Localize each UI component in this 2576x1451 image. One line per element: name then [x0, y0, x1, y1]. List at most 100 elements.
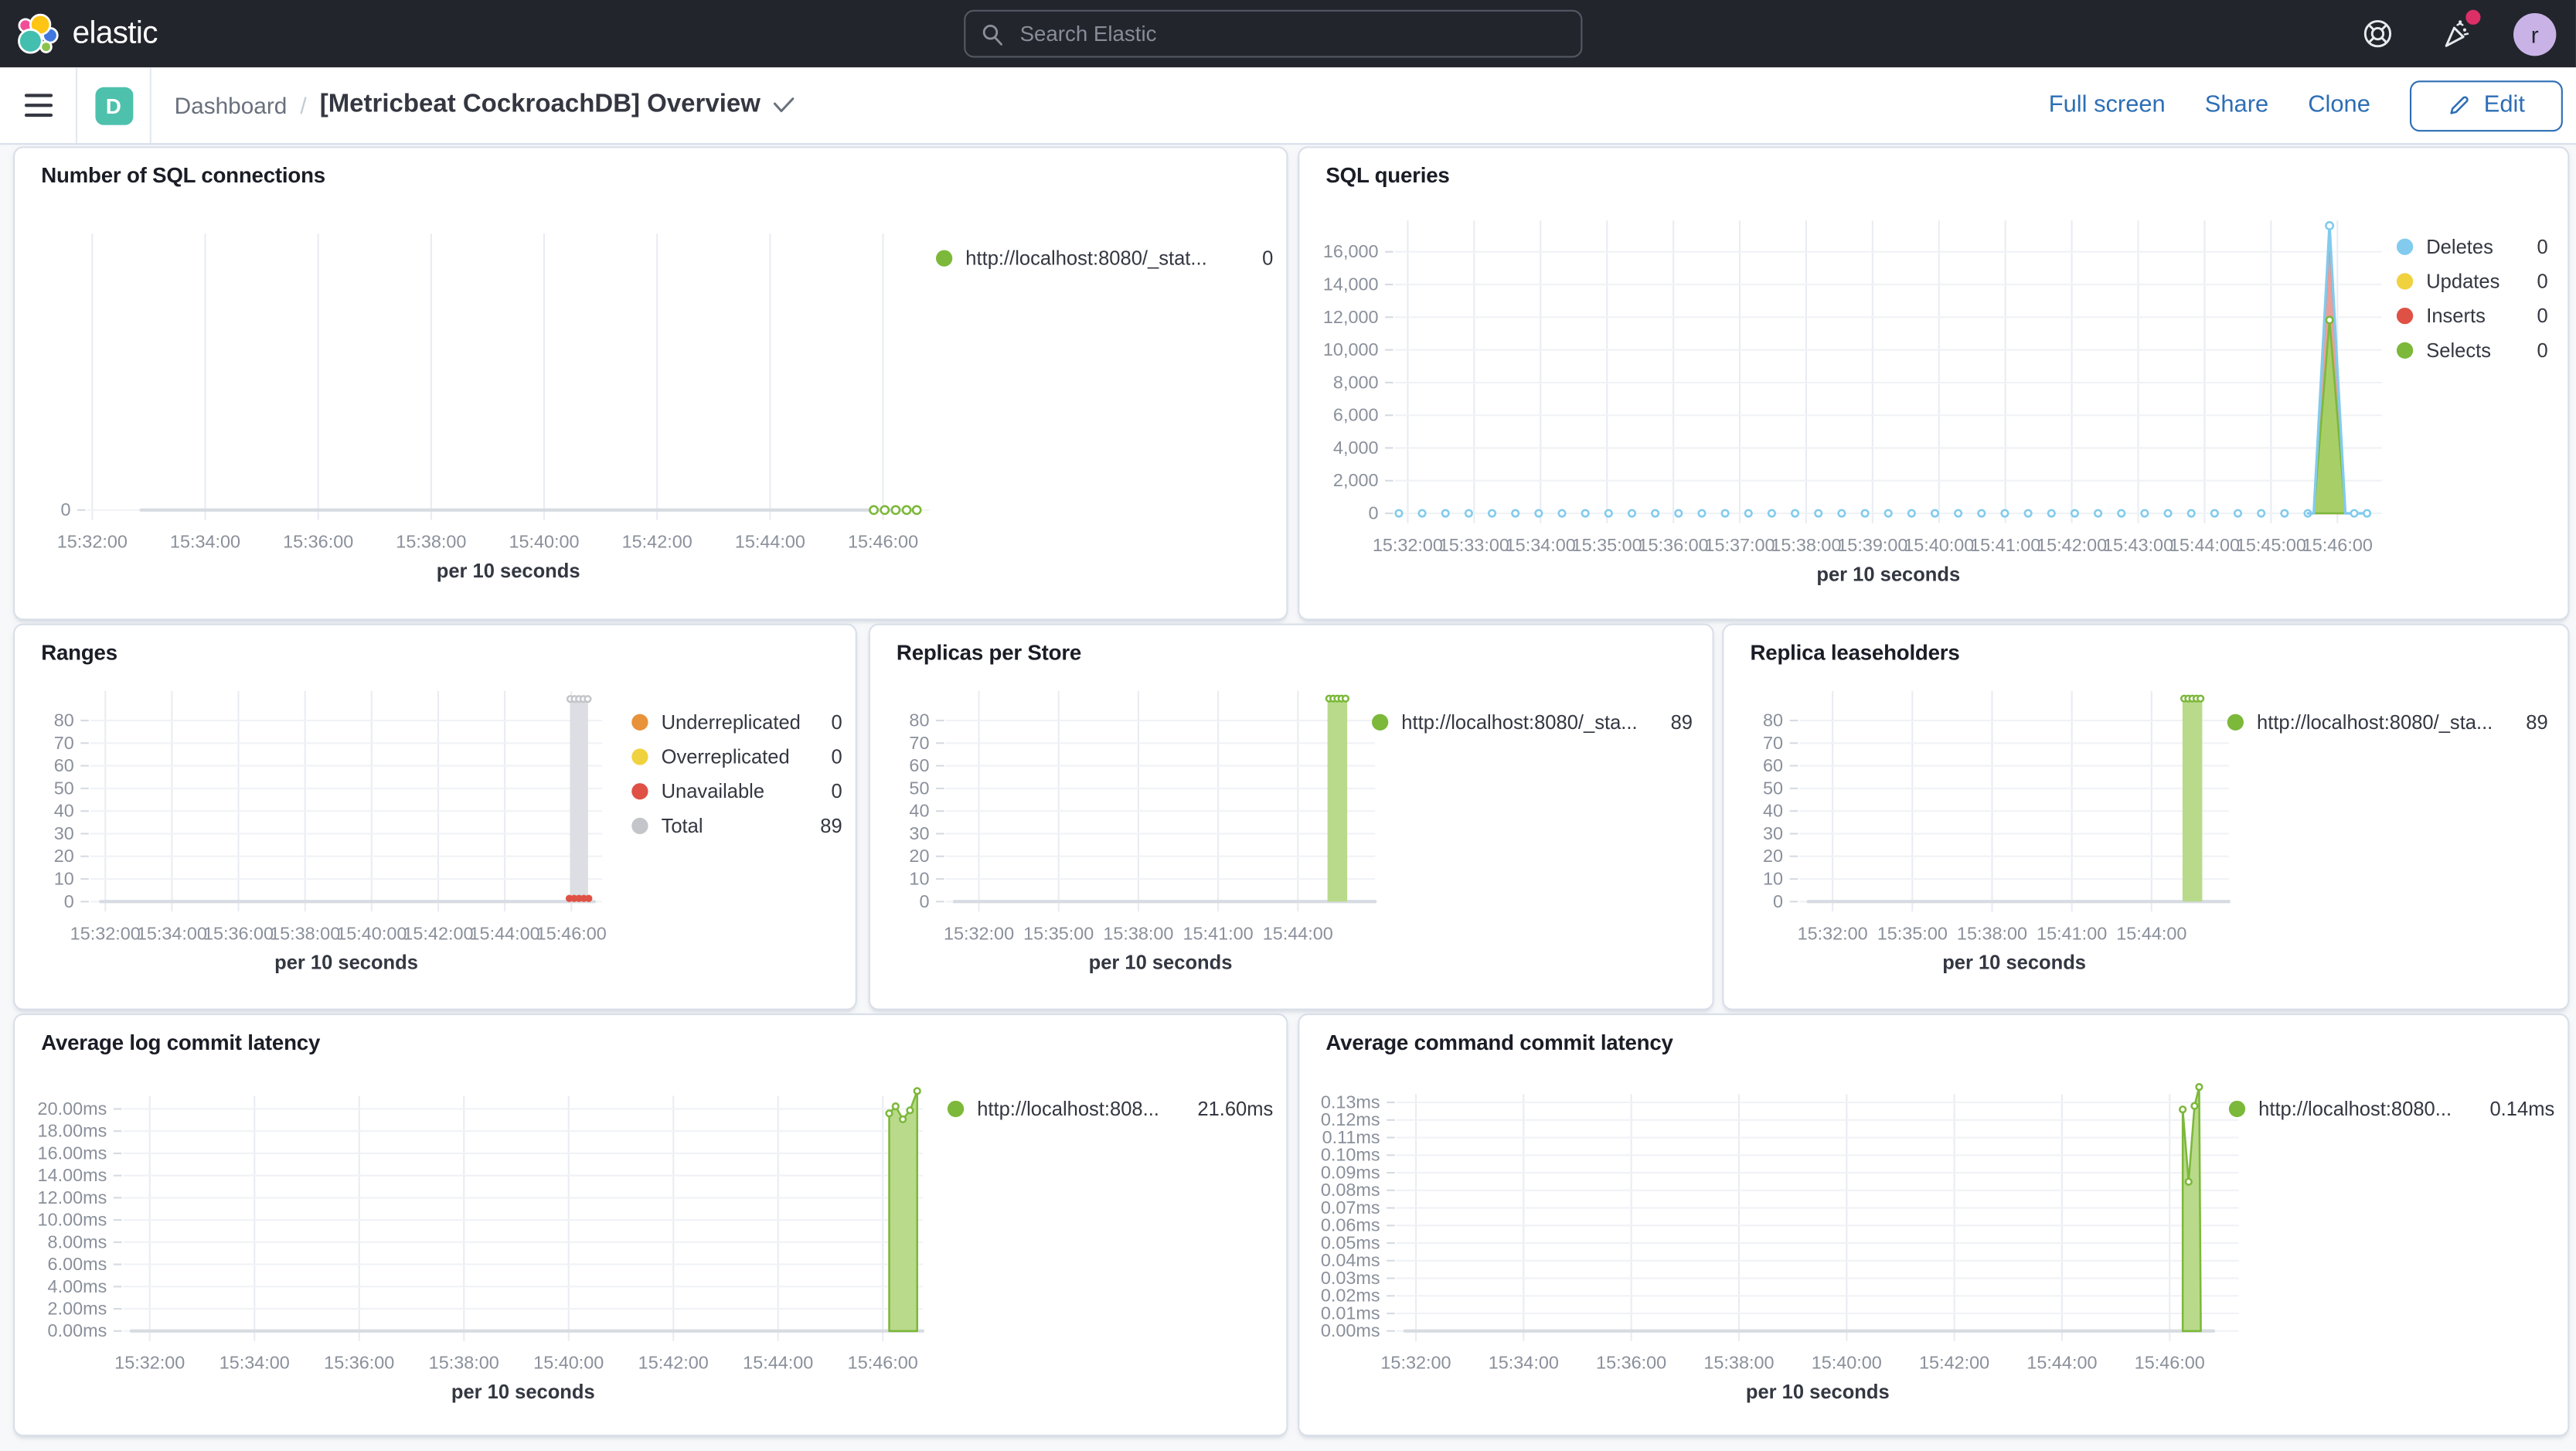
legend-item[interactable]: Underreplicated 0: [631, 704, 842, 739]
legend-item[interactable]: http://localhost:8080... 0.14ms: [2228, 1091, 2555, 1126]
svg-text:per 10 seconds: per 10 seconds: [451, 1381, 595, 1403]
svg-text:60: 60: [1763, 755, 1783, 775]
global-search[interactable]: [964, 9, 1583, 58]
svg-text:0.09ms: 0.09ms: [1321, 1162, 1380, 1182]
panel-average-command-commit-latency: Average command commit latency 0.13ms 0.1…: [1298, 1013, 2570, 1437]
svg-text:15:44:00: 15:44:00: [743, 1353, 813, 1373]
svg-text:15:42:00: 15:42:00: [622, 532, 692, 552]
svg-text:15:38:00: 15:38:00: [1771, 535, 1841, 555]
svg-text:15:43:00: 15:43:00: [2103, 535, 2173, 555]
legend-item[interactable]: http://localhost:8080/_sta... 89: [1372, 704, 1693, 739]
svg-text:15:32:00: 15:32:00: [1373, 535, 1443, 555]
menu-button[interactable]: [0, 67, 78, 144]
legend-color-dot: [2227, 713, 2244, 730]
svg-text:15:46:00: 15:46:00: [2135, 1353, 2205, 1373]
edit-button[interactable]: Edit: [2409, 80, 2563, 131]
svg-text:15:40:00: 15:40:00: [1904, 535, 1974, 555]
svg-text:10: 10: [54, 868, 74, 888]
legend-color-dot: [631, 816, 648, 833]
replicas-per-store-chart[interactable]: 80 70 60 50 40 30 20 10 0 15:32:00 15:35:00 15:38:0…: [870, 625, 1713, 1009]
svg-text:15:36:00: 15:36:00: [1638, 535, 1709, 555]
svg-text:15:32:00: 15:32:00: [1798, 923, 1868, 943]
title-caret-icon: [774, 97, 795, 113]
legend-label: Deletes: [2426, 234, 2493, 258]
svg-text:15:38:00: 15:38:00: [429, 1353, 499, 1373]
svg-text:15:32:00: 15:32:00: [1380, 1353, 1451, 1373]
full-screen-button[interactable]: Full screen: [2048, 92, 2166, 119]
clone-button[interactable]: Clone: [2308, 92, 2370, 119]
svg-text:15:32:00: 15:32:00: [114, 1353, 185, 1373]
elastic-logo[interactable]: elastic: [16, 0, 158, 67]
sql-connections-chart[interactable]: 0 15:32:00 15:34:00 15:36:00 15:38:00 15:40:0…: [15, 148, 1286, 619]
legend-color-dot: [2396, 341, 2414, 358]
user-avatar[interactable]: r: [2513, 12, 2557, 56]
life-buoy-icon: [2363, 19, 2391, 48]
legend-item[interactable]: Total 89: [631, 808, 842, 843]
panel-ranges: Ranges 80 70 60 50 40 30 20 10 0 15:32:00 15:34:00…: [13, 623, 857, 1010]
legend-value: 0.14ms: [2489, 1096, 2555, 1120]
svg-text:15:36:00: 15:36:00: [1596, 1353, 1666, 1373]
svg-text:15:32:00: 15:32:00: [70, 923, 141, 943]
svg-text:15:35:00: 15:35:00: [1572, 535, 1642, 555]
svg-text:15:44:00: 15:44:00: [470, 923, 540, 943]
ranges-chart[interactable]: 80 70 60 50 40 30 20 10 0 15:32:00 15:34:00 15:36:0…: [15, 625, 856, 1009]
svg-text:30: 30: [54, 823, 74, 843]
legend-value: 0: [831, 710, 842, 734]
svg-text:4.00ms: 4.00ms: [48, 1276, 107, 1296]
svg-text:0.04ms: 0.04ms: [1321, 1250, 1380, 1270]
news-button[interactable]: [2435, 9, 2481, 55]
top-navbar: elastic: [0, 0, 2576, 68]
legend-value: 0: [2537, 338, 2548, 362]
svg-text:15:38:00: 15:38:00: [270, 923, 340, 943]
avg-log-commit-latency-chart[interactable]: 20.00ms 18.00ms 16.00ms 14.00ms 12.00ms 10.00…: [15, 1015, 1286, 1435]
legend-item[interactable]: Unavailable 0: [631, 773, 842, 808]
panel-replica-leaseholders: Replica leaseholders 80 70 60 50 40 30 20 10 0 15…: [1722, 623, 2570, 1010]
svg-text:0.07ms: 0.07ms: [1321, 1197, 1380, 1218]
dashboard-app-badge[interactable]: D: [94, 86, 133, 124]
page-title[interactable]: [Metricbeat CockroachDB] Overview: [320, 90, 795, 120]
svg-text:0: 0: [1368, 502, 1378, 523]
svg-text:8,000: 8,000: [1333, 372, 1379, 392]
legend-item[interactable]: Overreplicated 0: [631, 739, 842, 774]
breadcrumb-dashboard-link[interactable]: Dashboard: [174, 92, 288, 119]
svg-text:15:41:00: 15:41:00: [1970, 535, 2040, 555]
svg-text:30: 30: [909, 823, 929, 843]
avg-command-commit-latency-chart[interactable]: 0.13ms 0.12ms 0.11ms 0.10ms 0.09ms 0.08ms 0.07…: [1299, 1015, 2567, 1435]
help-button[interactable]: [2356, 12, 2398, 55]
replica-leaseholders-chart[interactable]: 80 70 60 50 40 30 20 10 0 15:32:00 15:35:00 15:38:0…: [1724, 625, 2567, 1009]
search-input[interactable]: [1016, 19, 1565, 48]
svg-text:15:36:00: 15:36:00: [324, 1353, 394, 1373]
svg-text:0.03ms: 0.03ms: [1321, 1268, 1380, 1288]
panel-title: Ranges: [41, 639, 117, 665]
svg-text:15:46:00: 15:46:00: [848, 532, 918, 552]
legend-color-dot: [947, 1099, 965, 1117]
chart-legend: http://localhost:808... 21.60ms: [947, 1091, 1273, 1126]
svg-text:15:42:00: 15:42:00: [2037, 535, 2107, 555]
svg-text:50: 50: [54, 778, 74, 798]
svg-text:12.00ms: 12.00ms: [38, 1187, 107, 1207]
svg-text:0.02ms: 0.02ms: [1321, 1286, 1380, 1306]
svg-text:30: 30: [1763, 823, 1783, 843]
svg-text:10,000: 10,000: [1323, 339, 1379, 359]
legend-value: 89: [820, 813, 842, 837]
svg-text:15:46:00: 15:46:00: [536, 923, 607, 943]
legend-item[interactable]: Updates 0: [2396, 264, 2548, 298]
share-button[interactable]: Share: [2204, 92, 2269, 119]
legend-item[interactable]: http://localhost:808... 21.60ms: [947, 1091, 1273, 1126]
legend-item[interactable]: http://localhost:8080/_sta... 89: [2227, 704, 2548, 739]
legend-item[interactable]: Deletes 0: [2396, 229, 2548, 264]
breadcrumb-separator: /: [300, 92, 307, 119]
svg-text:16.00ms: 16.00ms: [38, 1143, 107, 1163]
chart-legend: Underreplicated 0 Overreplicated 0 Unavailab…: [631, 704, 842, 843]
legend-color-dot: [936, 249, 953, 266]
legend-item[interactable]: Selects 0: [2396, 332, 2548, 367]
legend-item[interactable]: http://localhost:8080/_stat... 0: [936, 240, 1273, 275]
svg-text:15:40:00: 15:40:00: [336, 923, 407, 943]
svg-text:0: 0: [919, 891, 929, 911]
legend-label: Overreplicated: [661, 744, 790, 768]
svg-text:15:38:00: 15:38:00: [396, 532, 466, 552]
legend-label: Updates: [2426, 268, 2500, 292]
legend-item[interactable]: Inserts 0: [2396, 298, 2548, 332]
sql-queries-chart[interactable]: 16,000 14,000 12,000 10,000 8,000 6,000 4,000 2…: [1299, 148, 2567, 619]
